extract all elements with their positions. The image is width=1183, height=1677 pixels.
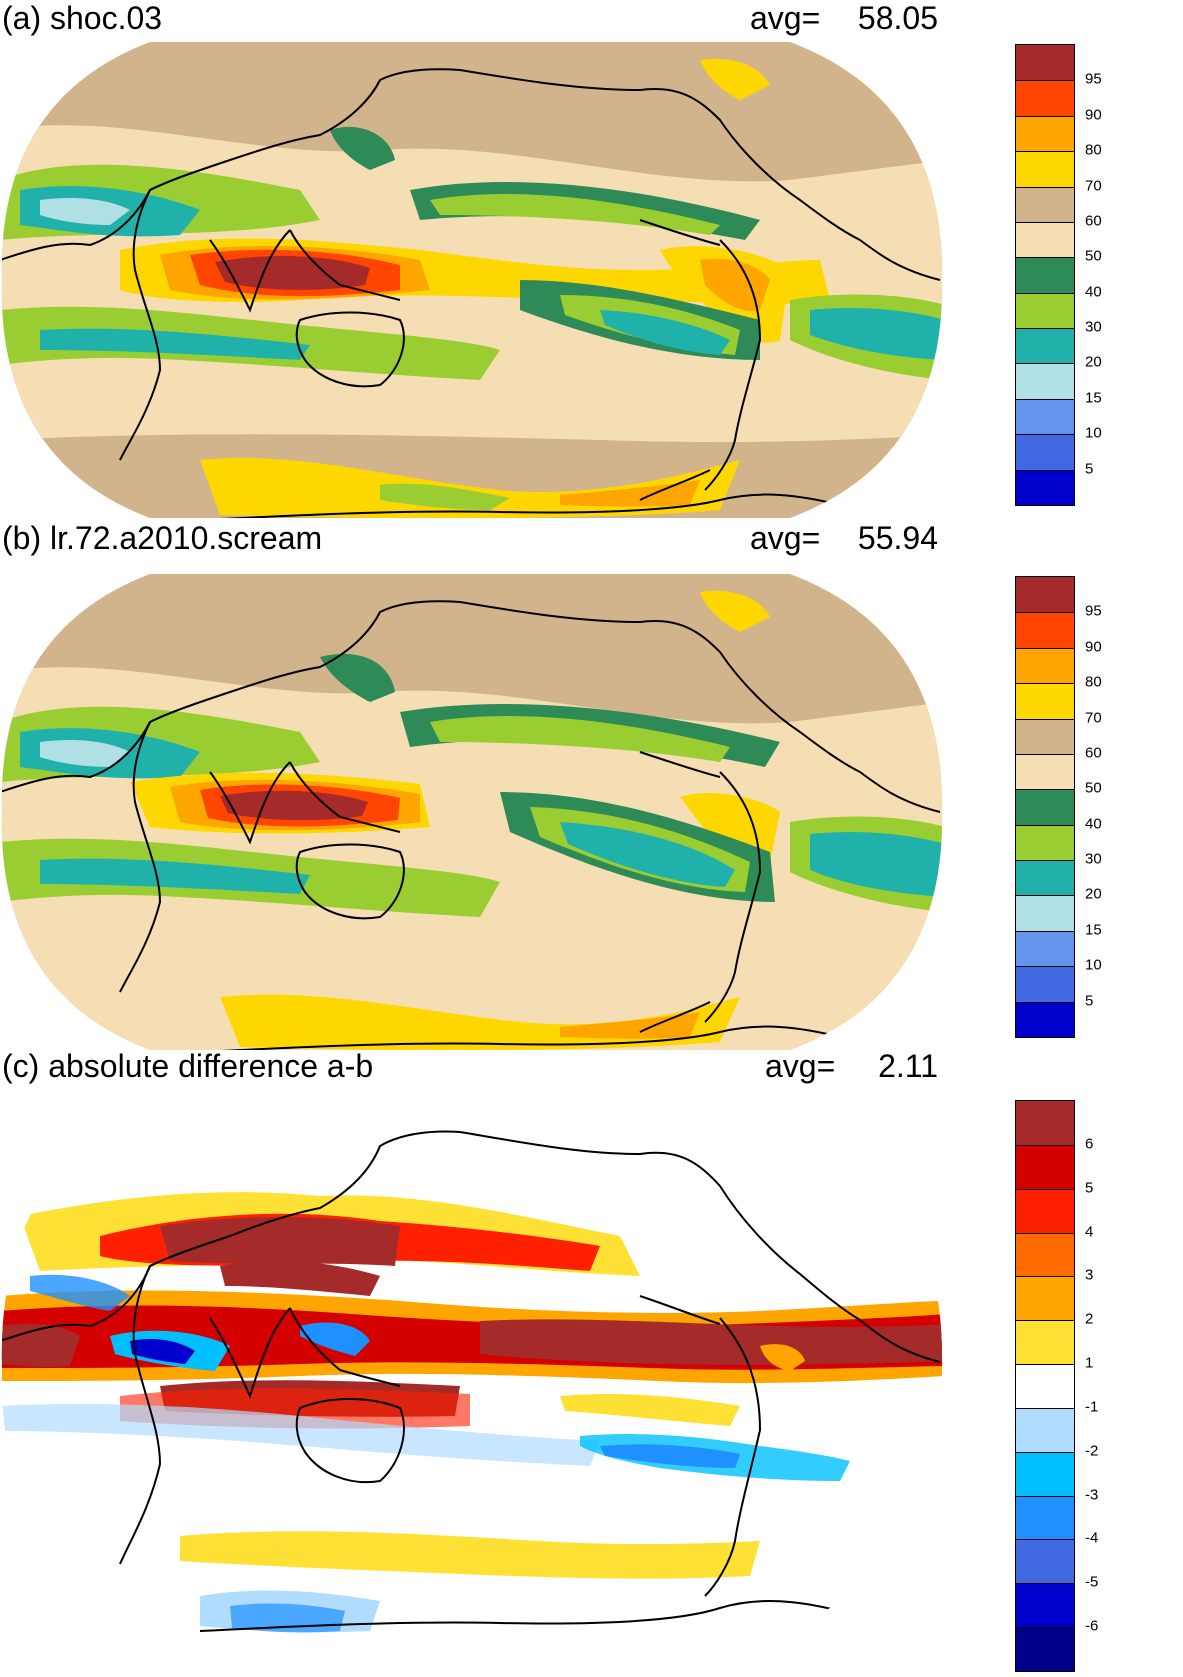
colorbar-labels: 6 5 4 3 2 1 -1 -2 -3 -4 -5 -6 bbox=[1085, 1100, 1145, 1670]
colorbar bbox=[1015, 44, 1075, 506]
colorbar-tick-label: 2 bbox=[1085, 1310, 1094, 1328]
colorbar-tick-label: 40 bbox=[1085, 283, 1102, 301]
world-map bbox=[1, 42, 943, 518]
colorbar-tick-label: -2 bbox=[1085, 1442, 1099, 1460]
panel-title: (b) lr.72.a2010.scream bbox=[2, 520, 323, 556]
colorbar-box bbox=[1016, 292, 1074, 328]
colorbar-box bbox=[1016, 1320, 1074, 1365]
colorbar-box bbox=[1016, 80, 1074, 116]
colorbar-box bbox=[1016, 363, 1074, 399]
colorbar-tick-label: -6 bbox=[1085, 1617, 1099, 1635]
colorbar-tick-label: -5 bbox=[1085, 1573, 1099, 1591]
colorbar-tick-label: 50 bbox=[1085, 779, 1102, 797]
colorbar-tick-label: 4 bbox=[1085, 1223, 1094, 1241]
colorbar-tick-label: 6 bbox=[1085, 1135, 1094, 1153]
colorbar-tick-label: 70 bbox=[1085, 709, 1102, 727]
colorbar-box bbox=[1016, 1451, 1074, 1496]
colorbar-tick-label: 60 bbox=[1085, 212, 1102, 230]
colorbar-box bbox=[1016, 895, 1074, 931]
colorbar-box bbox=[1016, 186, 1074, 222]
world-map bbox=[1, 1098, 943, 1634]
colorbar-labels: 95 90 80 70 60 50 40 30 20 15 10 5 bbox=[1085, 576, 1145, 1036]
colorbar-box bbox=[1016, 469, 1074, 505]
colorbar-tick-label: 40 bbox=[1085, 815, 1102, 833]
colorbar-tick-label: 80 bbox=[1085, 141, 1102, 159]
panel-title: (a) shoc.03 bbox=[2, 0, 163, 36]
colorbar-tick-label: 50 bbox=[1085, 247, 1102, 265]
colorbar-box bbox=[1016, 1232, 1074, 1277]
colorbar-box bbox=[1016, 753, 1074, 790]
colorbar-box bbox=[1016, 683, 1074, 719]
average-value: 2.11 bbox=[878, 1048, 938, 1084]
colorbar-box bbox=[1016, 860, 1074, 896]
panel-c: (c) absolute difference a-b avg= 2.11 bbox=[0, 1040, 1183, 1677]
world-map bbox=[1, 574, 943, 1050]
panel-b: (b) lr.72.a2010.scream avg= 55.94 bbox=[0, 520, 1183, 1050]
colorbar-box bbox=[1016, 115, 1074, 152]
colorbar-box bbox=[1016, 45, 1074, 81]
colorbar bbox=[1015, 576, 1075, 1038]
colorbar-box bbox=[1016, 1627, 1074, 1671]
colorbar-box bbox=[1016, 1001, 1074, 1037]
colorbar-tick-label: 60 bbox=[1085, 744, 1102, 762]
panel-a: (a) shoc.03 avg= 58.05 bbox=[0, 0, 1183, 520]
colorbar-tick-label: 20 bbox=[1085, 885, 1102, 903]
colorbar-tick-label: -4 bbox=[1085, 1529, 1099, 1547]
colorbar-tick-label: 15 bbox=[1085, 389, 1102, 407]
colorbar-tick-label: 70 bbox=[1085, 177, 1102, 195]
colorbar-box bbox=[1016, 257, 1074, 293]
colorbar-box bbox=[1016, 1407, 1074, 1452]
colorbar-tick-label: 30 bbox=[1085, 850, 1102, 868]
colorbar-box bbox=[1016, 577, 1074, 613]
average-value: 55.94 bbox=[857, 520, 938, 556]
colorbar-box bbox=[1016, 151, 1074, 187]
average-value: 58.05 bbox=[857, 0, 938, 36]
colorbar-box bbox=[1016, 1539, 1074, 1584]
colorbar-box bbox=[1016, 647, 1074, 684]
colorbar-tick-label: -3 bbox=[1085, 1486, 1099, 1504]
colorbar-box bbox=[1016, 1276, 1074, 1321]
colorbar-tick-label: -1 bbox=[1085, 1398, 1099, 1416]
colorbar-tick-label: 20 bbox=[1085, 353, 1102, 371]
panel-title: (c) absolute difference a-b bbox=[2, 1048, 374, 1084]
average-label: avg= bbox=[750, 0, 821, 36]
colorbar-box bbox=[1016, 221, 1074, 258]
colorbar-box bbox=[1016, 718, 1074, 754]
colorbar-tick-label: 80 bbox=[1085, 673, 1102, 691]
colorbar-tick-label: 15 bbox=[1085, 921, 1102, 939]
colorbar-box bbox=[1016, 789, 1074, 825]
colorbar-box bbox=[1016, 1495, 1074, 1540]
colorbar-box bbox=[1016, 1101, 1074, 1145]
colorbar-box bbox=[1016, 1144, 1074, 1189]
colorbar-tick-label: 1 bbox=[1085, 1354, 1094, 1372]
colorbar-tick-label: 3 bbox=[1085, 1266, 1094, 1284]
colorbar-box bbox=[1016, 1364, 1074, 1408]
colorbar-tick-label: 5 bbox=[1085, 992, 1094, 1010]
colorbar-labels: 95 90 80 70 60 50 40 30 20 15 10 5 bbox=[1085, 44, 1145, 504]
colorbar-tick-label: 95 bbox=[1085, 602, 1102, 620]
colorbar-tick-label: 90 bbox=[1085, 106, 1102, 124]
colorbar-tick-label: 95 bbox=[1085, 70, 1102, 88]
colorbar-box bbox=[1016, 1188, 1074, 1233]
colorbar-tick-label: 30 bbox=[1085, 318, 1102, 336]
colorbar-box bbox=[1016, 434, 1074, 470]
colorbar-box bbox=[1016, 824, 1074, 860]
colorbar-tick-label: 10 bbox=[1085, 424, 1102, 442]
colorbar-box bbox=[1016, 966, 1074, 1002]
average-label: avg= bbox=[750, 520, 821, 556]
colorbar-tick-label: 90 bbox=[1085, 638, 1102, 656]
colorbar-tick-label: 10 bbox=[1085, 956, 1102, 974]
colorbar-box bbox=[1016, 930, 1074, 967]
colorbar-box bbox=[1016, 1583, 1074, 1628]
colorbar-box bbox=[1016, 612, 1074, 648]
colorbar-box bbox=[1016, 328, 1074, 364]
colorbar bbox=[1015, 1100, 1075, 1672]
average-label: avg= bbox=[765, 1048, 836, 1084]
colorbar-tick-label: 5 bbox=[1085, 1179, 1094, 1197]
colorbar-box bbox=[1016, 398, 1074, 435]
colorbar-tick-label: 5 bbox=[1085, 460, 1094, 478]
